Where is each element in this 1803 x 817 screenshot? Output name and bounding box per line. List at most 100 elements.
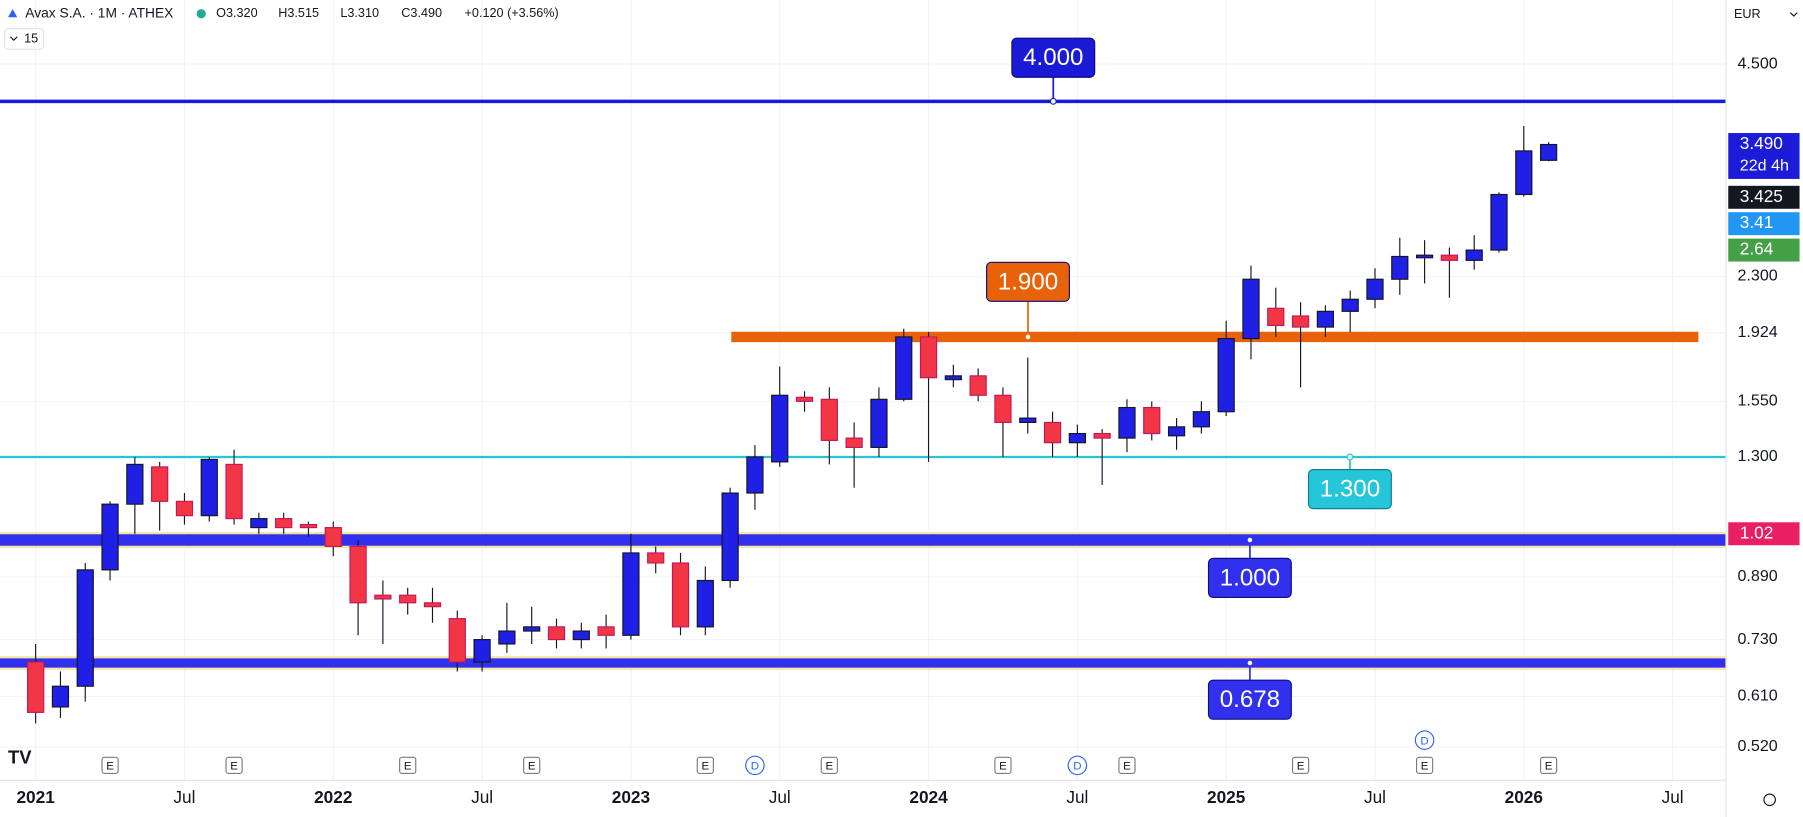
candle-body — [721, 492, 739, 582]
candle-body — [746, 456, 764, 494]
level-label-box[interactable] — [1307, 469, 1392, 510]
x-tick-label: Jul — [1662, 787, 1684, 807]
level-label-box[interactable] — [1207, 679, 1292, 720]
chevron — [1789, 12, 1798, 17]
candle-body — [1415, 254, 1434, 259]
price-label-box — [1728, 238, 1800, 262]
y-tick-label: 1.550 — [1737, 392, 1777, 410]
event-marker-label: E — [999, 761, 1007, 773]
dividend-marker — [745, 755, 765, 776]
interval-badge-box[interactable] — [4, 28, 45, 50]
candle-body — [696, 579, 714, 628]
level-label-box[interactable] — [986, 261, 1070, 302]
event-marker-label: E — [1421, 761, 1429, 773]
candle-body — [101, 503, 119, 571]
candle-body — [151, 466, 169, 502]
y-tick-label: 0.610 — [1737, 687, 1777, 705]
earnings-marker — [696, 756, 714, 774]
earnings-marker — [1291, 756, 1310, 774]
event-marker-label: E — [230, 761, 238, 773]
event-marker-label: E — [106, 761, 114, 773]
event-marker-label: E — [404, 761, 412, 773]
x-tick-label: 2023 — [612, 787, 650, 807]
countdown: 22d 4h — [1740, 157, 1789, 175]
candle-body — [647, 552, 665, 564]
candle-body — [250, 518, 268, 529]
y-tick-label: 0.520 — [1737, 737, 1777, 755]
candle-body — [498, 630, 516, 645]
level-label-box[interactable] — [1207, 557, 1292, 598]
candle-body — [969, 375, 987, 396]
interval-badge[interactable]: 15 — [24, 31, 38, 45]
x-tick-label: 2022 — [314, 787, 352, 807]
candle-body — [845, 437, 863, 448]
candle-body — [1192, 411, 1210, 428]
candle-body — [944, 375, 962, 381]
candle-body — [870, 398, 888, 448]
candle-body — [1167, 426, 1186, 437]
settings-icon[interactable] — [1763, 793, 1776, 807]
candle-body — [1490, 193, 1508, 251]
candle-body — [1341, 298, 1359, 312]
candle-body — [1291, 315, 1310, 328]
status-dot — [196, 9, 206, 19]
event-marker-label: D — [1073, 761, 1081, 773]
y-tick-label: 0.890 — [1737, 567, 1777, 585]
candle-body — [1267, 307, 1285, 327]
candle-body — [299, 524, 318, 529]
overlay: 4.000 1.900 1.300 1.000 0.678 E E E E E D E E D E E E E D — [101, 37, 1558, 776]
candle-body — [1093, 432, 1111, 439]
earnings-marker — [399, 756, 417, 774]
candle-body — [771, 394, 789, 463]
ohlc-value: L3.310 — [340, 6, 379, 20]
x-tick-label: Jul — [1364, 787, 1386, 807]
price-label-box — [1728, 133, 1800, 179]
candle-body — [994, 394, 1012, 424]
level-label: 1.000 — [1220, 564, 1280, 591]
price-label-box — [1728, 522, 1800, 546]
level-anchor — [1024, 333, 1032, 341]
price-label-box — [1728, 185, 1800, 209]
dividend-marker — [1067, 755, 1088, 776]
level-anchor — [1346, 453, 1354, 461]
candle-body — [1465, 249, 1483, 261]
earnings-marker — [1118, 756, 1136, 774]
price-label: 3.490 — [1740, 133, 1783, 153]
candle-body — [399, 594, 417, 604]
level-label-box[interactable] — [1011, 37, 1096, 78]
logo[interactable]: TV — [8, 746, 32, 767]
candle-body — [1366, 278, 1384, 300]
candle-body — [895, 336, 913, 400]
event-marker-label: D — [1420, 735, 1428, 747]
chart-title: Avax S.A. · 1M · ATHEX — [25, 5, 173, 20]
candle-body — [1143, 406, 1161, 435]
candle-body — [820, 398, 838, 441]
x-tick-label: 2025 — [1207, 787, 1246, 807]
candle-body — [795, 396, 814, 402]
currency[interactable]: EUR — [1734, 7, 1761, 21]
candle-body — [547, 626, 566, 641]
y-tick-label: 4.500 — [1737, 54, 1777, 72]
candle-body — [275, 518, 293, 529]
candle-body — [1217, 338, 1235, 413]
ohlc-value: C3.490 — [401, 6, 442, 20]
candle-body — [597, 626, 615, 636]
candle-body — [1440, 254, 1459, 261]
candle-body — [374, 594, 392, 600]
candle-body — [225, 463, 243, 520]
candle-body — [919, 336, 938, 379]
candle-body — [448, 618, 466, 663]
x-tick-label: Jul — [769, 787, 791, 807]
candle-body — [1316, 310, 1335, 328]
candle-body — [1118, 406, 1136, 439]
earnings-marker — [1539, 756, 1558, 774]
event-marker-label: E — [1123, 761, 1131, 773]
price-label-box — [1728, 212, 1800, 236]
candle-body — [473, 639, 491, 663]
level-label: 4.000 — [1023, 44, 1083, 71]
candle-body — [523, 626, 541, 632]
level-label: 0.678 — [1220, 686, 1280, 713]
level-anchor — [1049, 97, 1057, 105]
